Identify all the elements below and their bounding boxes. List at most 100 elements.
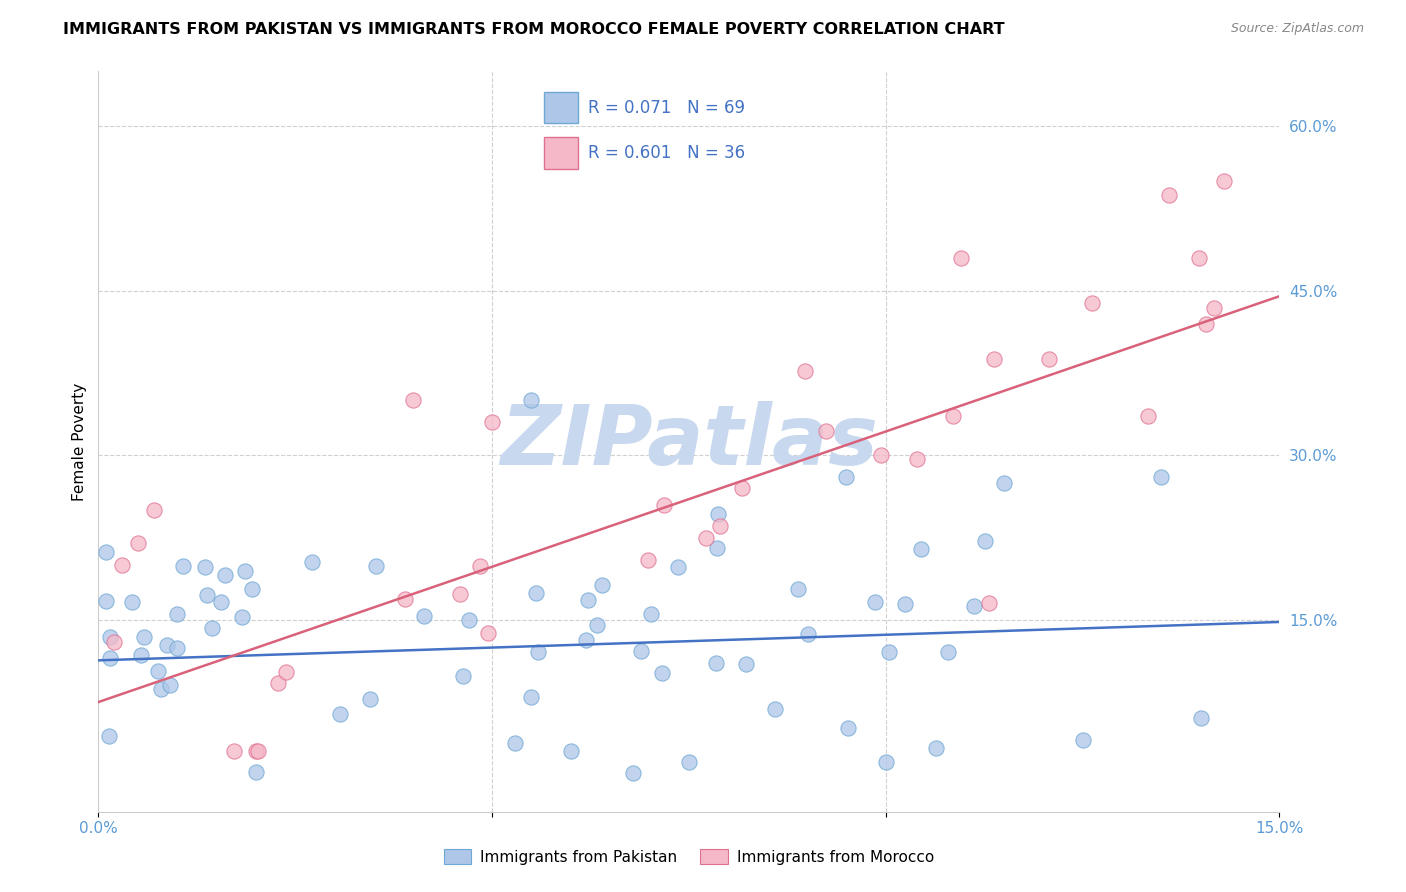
Point	[1195, 318, 1218, 332]
Point	[560, 744, 582, 758]
Point	[706, 507, 728, 521]
Point	[150, 682, 173, 697]
Point	[477, 626, 499, 640]
Point	[359, 692, 381, 706]
Point	[983, 351, 1005, 366]
Point	[245, 744, 267, 758]
Text: ZIPatlas: ZIPatlas	[501, 401, 877, 482]
Point	[100, 630, 122, 644]
Point	[111, 558, 134, 572]
Point	[1137, 409, 1160, 424]
Point	[963, 599, 986, 613]
Point	[468, 558, 491, 573]
Point	[894, 597, 917, 611]
Point	[214, 567, 236, 582]
Point	[222, 744, 245, 758]
Point	[519, 690, 541, 704]
Point	[274, 665, 297, 680]
Point	[1202, 301, 1225, 315]
Point	[129, 648, 152, 662]
Point	[651, 665, 673, 680]
Point	[1081, 296, 1104, 310]
Point	[949, 251, 972, 265]
Point	[591, 577, 613, 591]
Point	[231, 610, 253, 624]
Point	[863, 595, 886, 609]
Point	[242, 582, 264, 596]
Point	[706, 541, 728, 556]
Point	[979, 596, 1001, 610]
Point	[787, 582, 810, 597]
Point	[505, 736, 527, 750]
Point	[449, 587, 471, 601]
Point	[148, 664, 170, 678]
Point	[709, 518, 731, 533]
Point	[142, 503, 165, 517]
Point	[695, 531, 717, 545]
Point	[394, 592, 416, 607]
Point	[815, 424, 838, 438]
Point	[1071, 733, 1094, 747]
Point	[936, 645, 959, 659]
Point	[197, 588, 219, 602]
Point	[329, 706, 352, 721]
Point	[1213, 174, 1236, 188]
Point	[877, 645, 900, 659]
Point	[666, 560, 689, 574]
Point	[621, 766, 644, 780]
Point	[1189, 711, 1212, 725]
Y-axis label: Female Poverty: Female Poverty	[72, 383, 87, 500]
Point	[678, 756, 700, 770]
Point	[201, 621, 224, 635]
Point	[796, 627, 818, 641]
Point	[103, 634, 125, 648]
Point	[267, 676, 290, 690]
Point	[578, 593, 600, 607]
Point	[166, 641, 188, 656]
Point	[993, 475, 1015, 490]
Point	[875, 756, 897, 770]
Point	[96, 545, 118, 559]
Point	[652, 498, 675, 512]
Point	[630, 644, 652, 658]
Point	[1150, 470, 1173, 484]
Legend: Immigrants from Pakistan, Immigrants from Morocco: Immigrants from Pakistan, Immigrants fro…	[437, 843, 941, 871]
Point	[910, 541, 932, 556]
Point	[451, 669, 474, 683]
Point	[245, 764, 267, 779]
Point	[172, 559, 194, 574]
Point	[159, 678, 181, 692]
Point	[247, 744, 270, 758]
Point	[194, 559, 217, 574]
FancyBboxPatch shape	[544, 137, 578, 169]
Point	[127, 536, 149, 550]
Point	[731, 481, 754, 495]
Point	[301, 555, 323, 569]
FancyBboxPatch shape	[544, 92, 578, 123]
Point	[905, 451, 928, 466]
Point	[97, 729, 120, 743]
Point	[458, 613, 481, 627]
Text: Source: ZipAtlas.com: Source: ZipAtlas.com	[1230, 22, 1364, 36]
Point	[156, 638, 179, 652]
Point	[98, 651, 121, 665]
Point	[402, 393, 425, 408]
Text: IMMIGRANTS FROM PAKISTAN VS IMMIGRANTS FROM MOROCCO FEMALE POVERTY CORRELATION C: IMMIGRANTS FROM PAKISTAN VS IMMIGRANTS F…	[63, 22, 1005, 37]
Point	[527, 645, 550, 659]
Point	[735, 657, 758, 671]
Point	[973, 534, 995, 549]
Point	[835, 470, 858, 484]
Point	[925, 740, 948, 755]
Point	[763, 701, 786, 715]
Point	[366, 559, 388, 574]
Point	[1188, 251, 1211, 265]
Point	[793, 364, 815, 378]
Point	[413, 609, 436, 624]
Point	[209, 595, 232, 609]
Point	[704, 656, 727, 670]
Point	[837, 722, 859, 736]
Point	[640, 607, 662, 622]
Point	[132, 630, 155, 644]
Point	[1157, 187, 1180, 202]
Point	[637, 553, 659, 567]
